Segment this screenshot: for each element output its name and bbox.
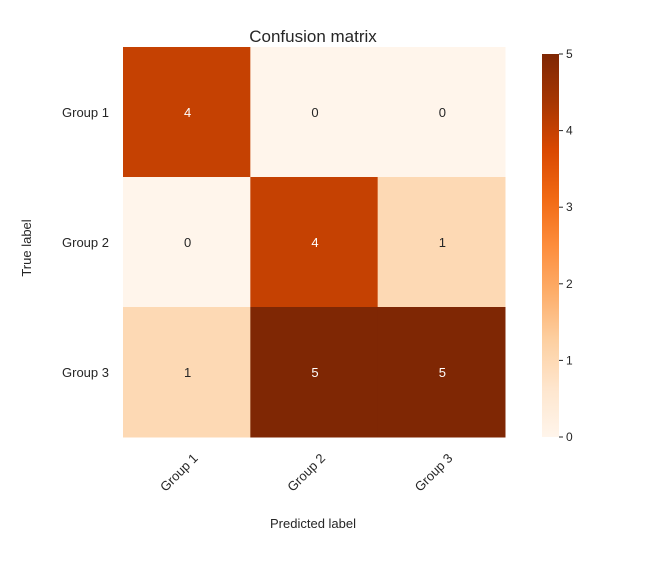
y-axis-tick-labels: Group 1 Group 2 Group 3 [62, 105, 109, 380]
cell-value-label: 0 [311, 105, 318, 120]
colorbar-tick-label: 1 [566, 353, 573, 367]
heatmap-cell [123, 177, 251, 308]
colorbar-tick-label: 5 [566, 47, 573, 61]
heatmap-cells [123, 47, 506, 438]
heatmap-cell [250, 307, 379, 438]
heatmap-cell [377, 47, 506, 178]
heatmap-cell [377, 177, 506, 308]
cell-value-label: 1 [184, 365, 191, 380]
x-tick-label: Group 1 [157, 451, 201, 495]
heatmap-cell [123, 307, 251, 438]
heatmap-cell [250, 177, 379, 308]
colorbar-gradient [542, 54, 559, 437]
y-tick-label: Group 1 [62, 105, 109, 120]
x-tick-label: Group 3 [412, 451, 456, 495]
y-axis-label: True label [19, 219, 34, 276]
cell-value-label: 5 [439, 365, 446, 380]
cell-value-label: 5 [311, 365, 318, 380]
cell-value-label: 0 [439, 105, 446, 120]
cell-value-label: 4 [311, 235, 318, 250]
heatmap-cell-labels: 4 0 0 0 4 1 1 5 5 [184, 105, 446, 380]
x-tick-label: Group 2 [284, 451, 328, 495]
heatmap-cell [123, 47, 251, 178]
x-axis-label: Predicted label [270, 516, 356, 531]
colorbar-tick-label: 4 [566, 124, 573, 138]
heatmap-cell [250, 47, 379, 178]
colorbar: 0 1 2 3 4 5 [542, 47, 573, 444]
y-tick-label: Group 2 [62, 235, 109, 250]
cell-value-label: 1 [439, 235, 446, 250]
colorbar-tick-label: 2 [566, 277, 573, 291]
x-axis-tick-labels: Group 1 Group 2 Group 3 [157, 451, 455, 495]
cell-value-label: 0 [184, 235, 191, 250]
cell-value-label: 4 [184, 105, 191, 120]
chart-title: Confusion matrix [249, 27, 377, 46]
heatmap-cell [377, 307, 506, 438]
colorbar-tick-label: 3 [566, 200, 573, 214]
colorbar-ticks: 0 1 2 3 4 5 [559, 47, 573, 444]
y-tick-label: Group 3 [62, 365, 109, 380]
colorbar-tick-label: 0 [566, 430, 573, 444]
